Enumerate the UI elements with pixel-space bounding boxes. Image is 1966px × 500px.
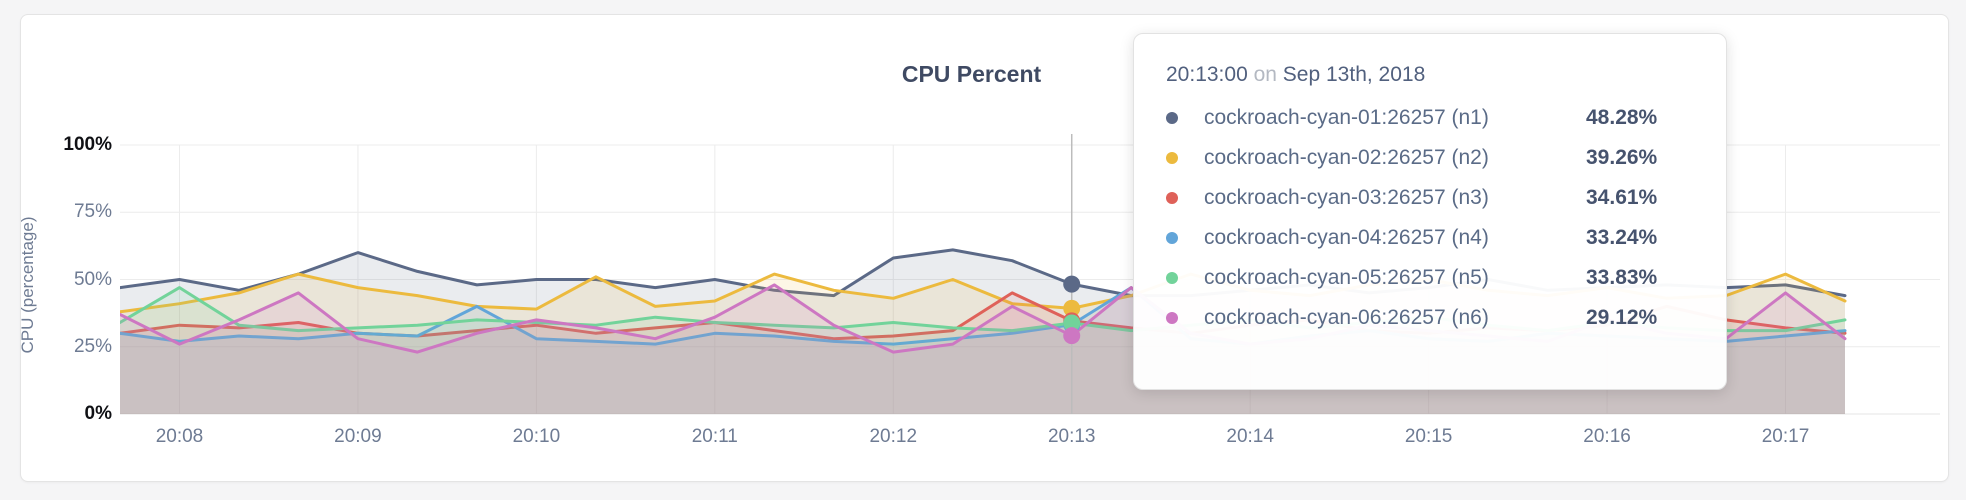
series-value: 33.83% xyxy=(1586,266,1658,289)
tooltip-series-row: cockroach-cyan-05:26257 (n5) 33.83% xyxy=(1166,258,1696,298)
x-tick-label: 20:17 xyxy=(1761,426,1810,447)
y-tick-label: 25% xyxy=(73,335,112,357)
x-tick-label: 20:09 xyxy=(334,426,382,447)
y-tick-label: 100% xyxy=(63,134,112,155)
tooltip-title: 20:13:00 on Sep 13th, 2018 xyxy=(1166,60,1696,90)
y-tick-label: 50% xyxy=(73,268,112,290)
hover-dot xyxy=(1063,299,1081,317)
series-value: 48.28% xyxy=(1586,106,1658,129)
tooltip-connector: on xyxy=(1253,63,1277,86)
series-value: 29.12% xyxy=(1586,306,1658,329)
x-tick-label: 20:13 xyxy=(1047,426,1096,447)
hover-dot xyxy=(1063,327,1081,345)
tooltip-series-row: cockroach-cyan-03:26257 (n3) 34.61% xyxy=(1166,178,1696,218)
series-value: 39.26% xyxy=(1586,146,1658,169)
series-name: cockroach-cyan-05:26257 (n5) xyxy=(1204,266,1489,289)
x-tick-label: 20:12 xyxy=(869,426,918,447)
series-value: 34.61% xyxy=(1586,186,1658,209)
hover-tooltip: 20:13:00 on Sep 13th, 2018 cockroach-cya… xyxy=(1133,33,1727,390)
y-tick-label: 75% xyxy=(73,201,112,223)
x-tick-label: 20:11 xyxy=(691,426,738,447)
x-tick-label: 20:14 xyxy=(1226,426,1274,447)
tooltip-rows: cockroach-cyan-01:26257 (n1) 48.28% cockro… xyxy=(1166,98,1696,338)
x-tick-label: 20:10 xyxy=(512,426,561,447)
tooltip-date: Sep 13th, 2018 xyxy=(1282,63,1426,86)
hover-dot xyxy=(1063,314,1081,332)
series-color-dot xyxy=(1166,272,1178,284)
x-tick-label: 20:08 xyxy=(155,426,204,447)
series-name: cockroach-cyan-04:26257 (n4) xyxy=(1204,226,1489,249)
series-value: 33.24% xyxy=(1586,226,1658,249)
tooltip-series-row: cockroach-cyan-01:26257 (n1) 48.28% xyxy=(1166,98,1696,138)
x-tick-label: 20:15 xyxy=(1404,426,1453,447)
tooltip-series-row: cockroach-cyan-02:26257 (n2) 39.26% xyxy=(1166,138,1696,178)
tooltip-time: 20:13:00 xyxy=(1166,63,1248,86)
x-tick-label: 20:16 xyxy=(1583,426,1631,447)
series-name: cockroach-cyan-01:26257 (n1) xyxy=(1204,106,1489,129)
tooltip-series-row: cockroach-cyan-04:26257 (n4) 33.24% xyxy=(1166,218,1696,258)
series-name: cockroach-cyan-06:26257 (n6) xyxy=(1204,306,1489,329)
y-tick-label: 0% xyxy=(84,403,112,424)
series-color-dot xyxy=(1166,312,1178,324)
hover-dot xyxy=(1063,275,1081,293)
series-name: cockroach-cyan-03:26257 (n3) xyxy=(1204,186,1489,209)
tooltip-series-row: cockroach-cyan-06:26257 (n6) 29.12% xyxy=(1166,298,1696,338)
series-color-dot xyxy=(1166,152,1178,164)
series-color-dot xyxy=(1166,112,1178,124)
series-color-dot xyxy=(1166,232,1178,244)
series-name: cockroach-cyan-02:26257 (n2) xyxy=(1204,146,1489,169)
series-color-dot xyxy=(1166,192,1178,204)
chart-title: CPU Percent xyxy=(901,61,1042,87)
